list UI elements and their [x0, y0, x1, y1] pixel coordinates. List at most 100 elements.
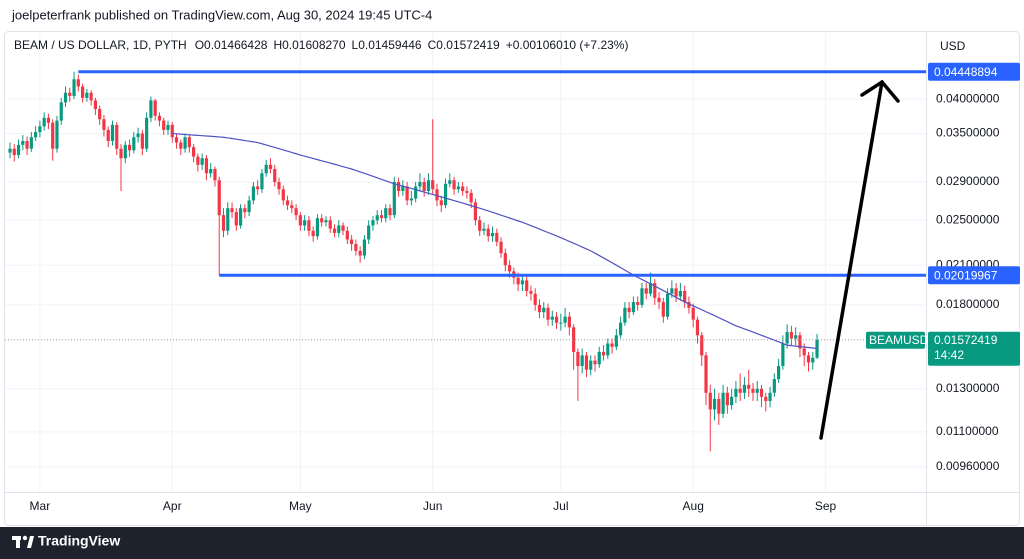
candle-body [516, 277, 520, 285]
candle-body [196, 156, 200, 165]
candle-body [742, 384, 747, 393]
candle-body [127, 144, 132, 151]
candle-body [542, 307, 546, 313]
candle-body [324, 220, 328, 223]
candle-body [529, 290, 533, 294]
candle-body [264, 164, 268, 174]
y-tick-label: 0.04000000 [936, 91, 1000, 105]
candle-body [230, 208, 234, 213]
candle-body [465, 191, 469, 193]
candle-body [256, 186, 260, 190]
candle-body [695, 319, 700, 336]
candle-body [238, 208, 243, 226]
candle-body [273, 169, 277, 183]
y-tick-label: 0.01100000 [936, 424, 999, 438]
candle-body [806, 355, 811, 363]
candle-body [80, 86, 85, 98]
candle-body [371, 220, 375, 226]
y-tick-label: 0.00960000 [936, 459, 1000, 473]
candle-body [670, 288, 674, 294]
logo-part [27, 536, 34, 548]
candle-body [396, 182, 401, 192]
y-tick-label: 0.03500000 [936, 126, 1000, 140]
candle-body [627, 307, 631, 313]
x-tick-label: Sep [815, 499, 837, 513]
brand: TradingView [38, 533, 120, 549]
candle-body [461, 186, 465, 192]
candle-body [294, 208, 298, 216]
candle-body [572, 327, 576, 352]
candle-body [153, 100, 157, 116]
candle-body [661, 302, 665, 317]
candle-body [554, 316, 559, 323]
legend-change: +0.00106010 (+7.23%) [506, 38, 629, 52]
candle-body [132, 137, 136, 151]
candle-body [678, 290, 682, 297]
candle-body [119, 148, 123, 159]
candle-body [452, 180, 456, 190]
candle-body [251, 186, 255, 201]
candle-body [311, 230, 315, 237]
candle-body [563, 316, 567, 323]
candle-body [307, 220, 311, 231]
candle-body [550, 316, 554, 320]
candle-body [490, 232, 495, 237]
candle-body [320, 218, 324, 223]
y-tick-label: 0.01300000 [936, 381, 1000, 395]
candle-body [226, 208, 230, 231]
candle-body [507, 265, 512, 272]
candle-body [738, 388, 742, 393]
candle-body [358, 250, 362, 256]
candle-body [281, 189, 285, 201]
candle-body [414, 186, 418, 199]
candle-body [72, 79, 76, 96]
candle-body [85, 92, 89, 98]
candle-body [209, 169, 213, 174]
candle-body [401, 186, 405, 192]
candle-body [708, 392, 712, 410]
candle-body [409, 198, 413, 201]
x-tick-label: Apr [163, 499, 182, 513]
candle-body [478, 220, 482, 231]
candle-body [640, 288, 644, 305]
candle-body [136, 133, 140, 138]
candle-body [367, 225, 371, 240]
candle-body [499, 241, 503, 254]
legend-close: C0.01572419 [428, 38, 500, 52]
candle-body [443, 183, 448, 206]
candle-body [388, 208, 392, 216]
arrow-shaft [819, 80, 884, 440]
candle-body [597, 351, 601, 365]
level-label-box [928, 266, 1020, 285]
candle-body [700, 335, 704, 356]
candle-body [98, 108, 102, 120]
level-label-box [928, 62, 1020, 81]
candle-body [115, 124, 119, 149]
candle-body [384, 208, 388, 219]
candle-body [747, 384, 751, 389]
countdown-label: 14:42 [934, 348, 964, 362]
candle-body [755, 388, 759, 393]
candle-body [580, 355, 584, 367]
candle-body [234, 212, 238, 226]
footer [0, 527, 1024, 559]
candle-body [683, 290, 687, 303]
candle-body [448, 180, 452, 184]
candle-body [469, 192, 473, 203]
candle-body [759, 388, 764, 397]
currency: USD [940, 39, 966, 53]
x-tick-label: Mar [30, 499, 51, 513]
candle-body [243, 208, 247, 213]
candle-body [183, 137, 187, 149]
candle-body [21, 141, 25, 145]
candle-body [187, 137, 191, 148]
moving-average [172, 132, 818, 350]
candle-body [123, 144, 127, 159]
attribution: joelpeterfrank published on TradingView.… [11, 7, 432, 22]
candle-body [93, 100, 97, 109]
candle-body [110, 124, 115, 142]
candle-body [764, 396, 768, 401]
candle-body [418, 182, 422, 187]
candle-body [260, 173, 264, 190]
candle-body [537, 304, 542, 313]
